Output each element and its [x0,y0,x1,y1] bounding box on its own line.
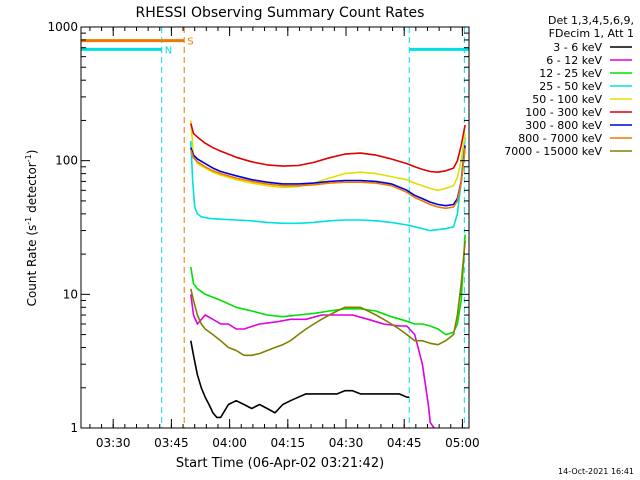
y-axis-label-sup2: -1 [24,154,33,162]
series-line [190,137,466,232]
legend-label: 6 - 12 keV [546,54,602,67]
series-line [190,147,466,210]
series-line [190,340,410,419]
y-tick-label: 100 [55,154,78,168]
x-tick-label: 04:15 [271,436,306,450]
chart-title: RHESSI Observing Summary Count Rates [136,5,425,21]
x-tick-label: 03:45 [154,436,189,450]
legend-label: 50 - 100 keV [532,93,602,106]
series-line [190,145,466,207]
series-line [190,234,466,336]
legend: Det 1,3,4,5,6,9, FDecim 1, Att 1 3 - 6 k… [504,14,634,158]
y-tick-label: 10 [63,287,78,301]
legend-label: 3 - 6 keV [553,41,602,54]
x-tick-label: 04:30 [329,436,364,450]
series-line [190,120,466,192]
legend-label: 800 - 7000 keV [518,132,602,145]
x-tick-label: 04:00 [212,436,247,450]
legend-label: 300 - 800 keV [525,119,602,132]
x-tick-label: 04:45 [387,436,422,450]
flag-label-n: N [165,45,172,56]
y-axis-label: Count Rate (s-1 detector-1) [24,150,39,307]
legend-header-line2: FDecim 1, Att 1 [549,27,634,40]
flag-label-s: S [187,37,193,48]
y-axis-label-part3: ) [25,150,39,155]
y-axis-label-sup1: -1 [24,217,33,225]
y-axis: 1 10 100 1000 [47,20,469,435]
x-axis: 03:30 03:45 04:00 04:15 04:30 04:45 05:00 [89,27,480,450]
legend-label: 25 - 50 keV [539,80,602,93]
plot-frame [80,26,470,429]
y-tick-label: 1 [70,421,78,435]
legend-label: 12 - 25 keV [539,67,602,80]
x-axis-label: Start Time (06-Apr-02 03:21:42) [176,456,384,471]
y-tick-label: 1000 [47,20,78,34]
legend-label: 100 - 300 keV [525,106,602,119]
y-axis-label-part1: Count Rate (s [25,225,39,307]
x-tick-label: 05:00 [445,436,480,450]
series-line [190,123,466,173]
plot-area [81,27,469,428]
y-axis-label-part2: detector [25,162,39,217]
series-line [190,241,466,357]
legend-label: 7000 - 15000 keV [504,145,602,158]
series-line [190,294,435,428]
x-tick-label: 03:30 [96,436,131,450]
legend-header-line1: Det 1,3,4,5,6,9, [548,14,634,27]
footer-timestamp: 14-Oct-2021 16:41 [558,467,634,476]
